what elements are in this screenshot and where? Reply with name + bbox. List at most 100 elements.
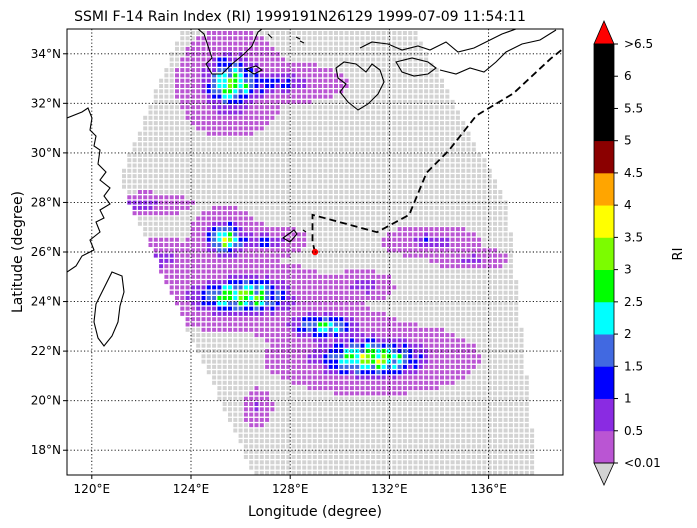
swath-pixel-4453 — [381, 407, 386, 412]
swath-pixel-4777 — [307, 439, 312, 444]
swath-pixel-2601 — [190, 253, 195, 258]
swath-pixel-1433 — [286, 163, 291, 168]
swath-pixel-1488 — [212, 168, 217, 173]
swath-pixel-157 — [281, 46, 285, 51]
swath-pixel-1192 — [418, 142, 423, 147]
swath-pixel-3940 — [482, 359, 487, 364]
swath-pixel-2151 — [360, 216, 365, 221]
swath-pixel-2856 — [477, 269, 482, 274]
swath-pixel-4585 — [477, 417, 482, 422]
swath-pixel-552 — [196, 89, 201, 94]
swath-pixel-3573 — [508, 327, 513, 332]
swath-pixel-964 — [212, 126, 217, 131]
swath-pixel-3265 — [217, 306, 222, 311]
swath-pixel-4045 — [402, 370, 407, 375]
swath-pixel-4350 — [450, 396, 455, 401]
swath-pixel-3122 — [487, 290, 492, 295]
swath-pixel-1276 — [169, 152, 174, 157]
swath-pixel-2051 — [201, 211, 206, 216]
swath-pixel-3197 — [196, 301, 201, 306]
swath-pixel-1618 — [159, 179, 164, 184]
swath-pixel-3198 — [201, 301, 206, 306]
swath-pixel-4202 — [291, 386, 296, 391]
swath-pixel-2987 — [471, 280, 476, 285]
swath-pixel-57 — [243, 36, 248, 41]
swath-pixel-1409 — [159, 163, 164, 168]
swath-pixel-4981 — [514, 455, 519, 459]
swath-pixel-1277 — [175, 152, 179, 157]
swath-pixel-4271 — [344, 391, 349, 396]
swath-pixel-1437 — [307, 163, 312, 168]
swath-pixel-3400 — [259, 317, 264, 322]
swath-pixel-636 — [344, 94, 349, 99]
swath-pixel-925 — [328, 121, 333, 126]
swath-pixel-4243 — [508, 386, 513, 391]
swath-pixel-1499 — [270, 168, 275, 173]
swath-pixel-2932 — [180, 280, 185, 285]
swath-pixel-2562 — [344, 248, 349, 253]
swath-pixel-1387 — [402, 158, 407, 163]
swath-pixel-3979 — [371, 364, 376, 369]
swath-pixel-3856 — [360, 354, 365, 359]
swath-pixel-774 — [164, 110, 169, 115]
swath-pixel-2505 — [402, 243, 407, 247]
swath-pixel-1053 — [355, 131, 360, 136]
swath-pixel-2060 — [249, 211, 254, 216]
swath-pixel-735 — [265, 105, 270, 110]
swath-pixel-96 — [206, 41, 211, 46]
swath-pixel-592 — [408, 89, 413, 94]
swath-pixel-2774 — [397, 264, 402, 269]
swath-pixel-1910 — [206, 200, 211, 205]
swath-pixel-37 — [376, 31, 381, 35]
swath-pixel-1126 — [408, 137, 413, 141]
swath-pixel-110 — [281, 41, 285, 46]
swath-pixel-1459 — [424, 163, 429, 168]
swath-pixel-1078 — [153, 137, 158, 141]
swath-pixel-4951 — [355, 455, 360, 459]
swath-pixel-2617 — [275, 253, 280, 258]
swath-pixel-2046 — [175, 211, 179, 216]
swath-pixel-3496 — [434, 322, 439, 327]
swath-pixel-1338 — [143, 158, 148, 163]
swath-pixel-1287 — [228, 152, 232, 157]
swath-pixel-4411 — [466, 402, 471, 406]
swath-pixel-3488 — [392, 322, 397, 327]
swath-pixel-2356 — [344, 232, 349, 237]
swath-pixel-4722 — [312, 433, 317, 438]
swath-pixel-84 — [387, 36, 391, 41]
swath-pixel-2709 — [408, 258, 413, 263]
swath-pixel-2135 — [275, 216, 280, 221]
swath-pixel-4661 — [286, 428, 291, 433]
swath-pixel-900 — [196, 121, 201, 126]
swath-pixel-1647 — [312, 179, 317, 184]
swath-pixel-3123 — [493, 290, 497, 295]
swath-pixel-3189 — [498, 296, 503, 300]
swath-pixel-4818 — [524, 439, 529, 444]
swath-pixel-2429 — [365, 237, 370, 242]
swath-pixel-1463 — [445, 163, 450, 168]
swath-pixel-700 — [387, 99, 391, 104]
swath-pixel-575 — [318, 89, 323, 94]
swath-pixel-2186 — [175, 221, 179, 226]
swath-pixel-904 — [217, 121, 222, 126]
swath-pixel-945 — [434, 121, 439, 126]
swath-pixel-3502 — [466, 322, 471, 327]
swath-pixel-2530 — [175, 248, 179, 253]
swath-pixel-831 — [148, 115, 153, 120]
swath-pixel-1897 — [137, 200, 142, 205]
swath-pixel-4143 — [291, 380, 296, 385]
swath-pixel-1040 — [286, 131, 291, 136]
swath-pixel-3352 — [339, 311, 344, 316]
swath-pixel-533 — [387, 84, 391, 88]
swath-pixel-3552 — [397, 327, 402, 332]
swath-pixel-4041 — [381, 370, 386, 375]
swath-pixel-4188 — [217, 386, 222, 391]
swath-pixel-4930 — [243, 455, 248, 459]
swath-pixel-3081 — [270, 290, 275, 295]
swath-pixel-3779 — [275, 349, 280, 353]
swath-pixel-4528 — [477, 412, 482, 417]
swath-pixel-4483 — [238, 412, 243, 417]
swath-pixel-3855 — [355, 354, 360, 359]
swath-pixel-3889 — [212, 359, 217, 364]
swath-pixel-4504 — [349, 412, 354, 417]
